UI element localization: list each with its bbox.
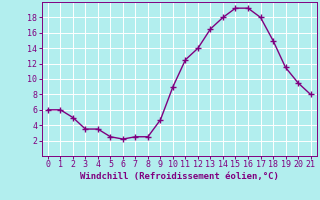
X-axis label: Windchill (Refroidissement éolien,°C): Windchill (Refroidissement éolien,°C) — [80, 172, 279, 181]
